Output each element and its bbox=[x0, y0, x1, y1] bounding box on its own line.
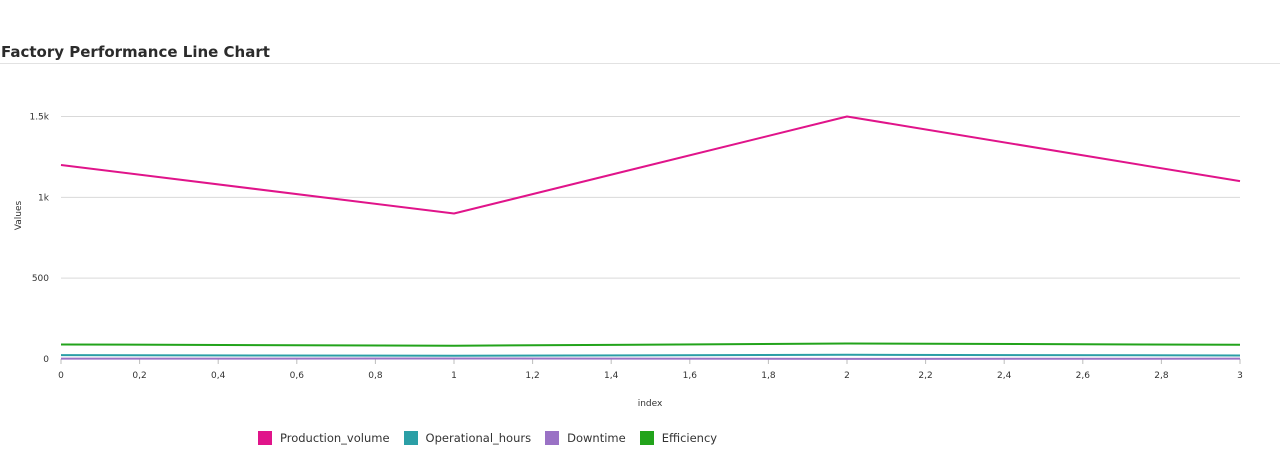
y-axis-label: Values bbox=[14, 200, 24, 230]
legend-item[interactable]: Production_volume bbox=[258, 431, 390, 445]
x-tick-label: 1,2 bbox=[525, 371, 539, 381]
x-tick-label: 2,2 bbox=[918, 371, 932, 381]
x-tick-label: 2,4 bbox=[997, 371, 1012, 381]
legend-label: Downtime bbox=[567, 431, 626, 445]
x-tick-label: 2,6 bbox=[1076, 371, 1091, 381]
x-tick-label: 1,6 bbox=[683, 371, 698, 381]
x-tick-label: 0,6 bbox=[290, 371, 305, 381]
x-tick-label: 0,2 bbox=[132, 371, 146, 381]
series-line-production-volume bbox=[60, 115, 1241, 215]
grid-lines bbox=[61, 116, 1240, 279]
x-tick-label: 1,4 bbox=[604, 371, 619, 381]
x-tick-label: 1 bbox=[451, 371, 457, 381]
x-tick-label: 2,8 bbox=[1154, 371, 1169, 381]
x-axis: 0 0,2 0,4 0,6 0,8 1 1,2 1,4 1,6 1,8 2 2,2 2,4 2,6 2,8 3 bbox=[58, 358, 1243, 381]
chart-header: Factory Performance Line Chart bbox=[0, 0, 1280, 64]
legend-item[interactable]: Efficiency bbox=[639, 431, 718, 445]
legend-swatch bbox=[639, 431, 654, 445]
chart-title: Factory Performance Line Chart bbox=[1, 43, 270, 61]
x-tick-label: 0,8 bbox=[368, 371, 383, 381]
x-tick-label: 0 bbox=[58, 371, 64, 381]
series-line-operational-hours bbox=[60, 353, 1241, 357]
legend-swatch bbox=[403, 431, 418, 445]
legend-swatch bbox=[545, 431, 560, 445]
legend-swatch bbox=[258, 431, 272, 445]
x-tick-label: 0,4 bbox=[211, 371, 226, 381]
legend-label: Efficiency bbox=[661, 431, 718, 445]
series-lines bbox=[60, 115, 1241, 360]
legend-label: Operational_hours bbox=[425, 431, 532, 445]
line-chart: 0 500 1k 1.5k 0 0,2 0,4 0,6 0,8 1 1,2 1,4 1,6 1,8 2 2,… bbox=[14, 113, 1243, 410]
y-tick-label: 500 bbox=[32, 274, 49, 284]
y-axis-ticks: 0 500 1k 1.5k bbox=[29, 113, 49, 366]
legend-label: Production_volume bbox=[280, 431, 390, 445]
y-tick-label: 1k bbox=[38, 193, 50, 203]
x-axis-label: index bbox=[638, 399, 663, 409]
y-tick-label: 1.5k bbox=[29, 113, 49, 123]
x-tick-label: 2 bbox=[844, 371, 850, 381]
y-tick-label: 0 bbox=[43, 355, 49, 365]
legend-item[interactable]: Downtime bbox=[545, 431, 626, 445]
chart-legend: Production_volume Operational_hours Downti… bbox=[258, 430, 731, 446]
series-line-efficiency bbox=[60, 342, 1241, 347]
x-tick-label: 3 bbox=[1237, 371, 1243, 381]
x-tick-label: 1,8 bbox=[761, 371, 776, 381]
legend-item[interactable]: Operational_hours bbox=[403, 431, 532, 445]
